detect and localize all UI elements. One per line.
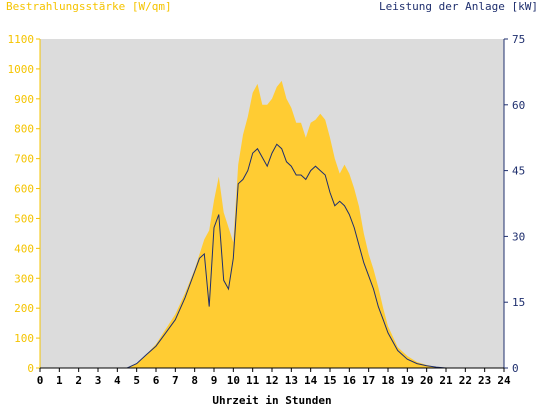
x-tick-label: 24: [497, 374, 511, 387]
y-left-tick-label: 300: [14, 272, 34, 285]
x-tick-label: 2: [75, 374, 82, 387]
y-left-tick-label: 1100: [8, 33, 35, 46]
x-tick-label: 16: [343, 374, 357, 387]
y-left-tick-label: 800: [14, 123, 34, 136]
x-tick-label: 19: [401, 374, 414, 387]
y-left-tick-label: 100: [14, 332, 34, 345]
x-tick-label: 1: [56, 374, 63, 387]
x-tick-label: 22: [459, 374, 472, 387]
y-left-tick-label: 700: [14, 153, 34, 166]
y-right-tick-label: 60: [512, 99, 525, 112]
x-tick-label: 12: [265, 374, 278, 387]
right-axis-title: Leistung der Anlage [kW]: [379, 0, 538, 13]
power-line: [40, 143, 504, 369]
x-tick-label: 11: [246, 374, 260, 387]
x-axis-label: Uhrzeit in Stunden: [212, 394, 332, 407]
x-tick-label: 8: [191, 374, 198, 387]
y-right-tick-label: 75: [512, 33, 525, 46]
y-right-tick-label: 15: [512, 296, 525, 309]
x-tick-label: 17: [362, 374, 375, 387]
y-left-tick-label: 900: [14, 93, 34, 106]
y-right-tick-label: 30: [512, 230, 525, 243]
x-tick-label: 20: [420, 374, 433, 387]
x-tick-label: 18: [381, 374, 394, 387]
x-tick-label: 15: [323, 374, 336, 387]
x-tick-label: 14: [304, 374, 318, 387]
y-left-tick-label: 200: [14, 302, 34, 315]
x-tick-label: 5: [133, 374, 140, 387]
x-tick-label: 21: [439, 374, 453, 387]
x-tick-label: 0: [37, 374, 44, 387]
x-tick-label: 4: [114, 374, 121, 387]
y-left-tick-label: 400: [14, 242, 34, 255]
x-tick-label: 23: [478, 374, 491, 387]
x-tick-label: 6: [153, 374, 160, 387]
y-left-tick-label: 0: [27, 362, 34, 375]
y-left-tick-label: 1000: [8, 63, 35, 76]
left-axis-title: Bestrahlungsstärke [W/qm]: [6, 0, 172, 13]
x-tick-label: 10: [227, 374, 240, 387]
y-right-tick-label: 45: [512, 165, 525, 178]
y-left-tick-label: 600: [14, 183, 34, 196]
x-tick-label: 3: [95, 374, 102, 387]
x-tick-label: 13: [285, 374, 298, 387]
irradiance-area: [40, 80, 446, 369]
y-left-tick-label: 500: [14, 212, 34, 225]
y-right-tick-label: 0: [512, 362, 519, 375]
x-tick-label: 7: [172, 374, 179, 387]
x-tick-label: 9: [211, 374, 218, 387]
